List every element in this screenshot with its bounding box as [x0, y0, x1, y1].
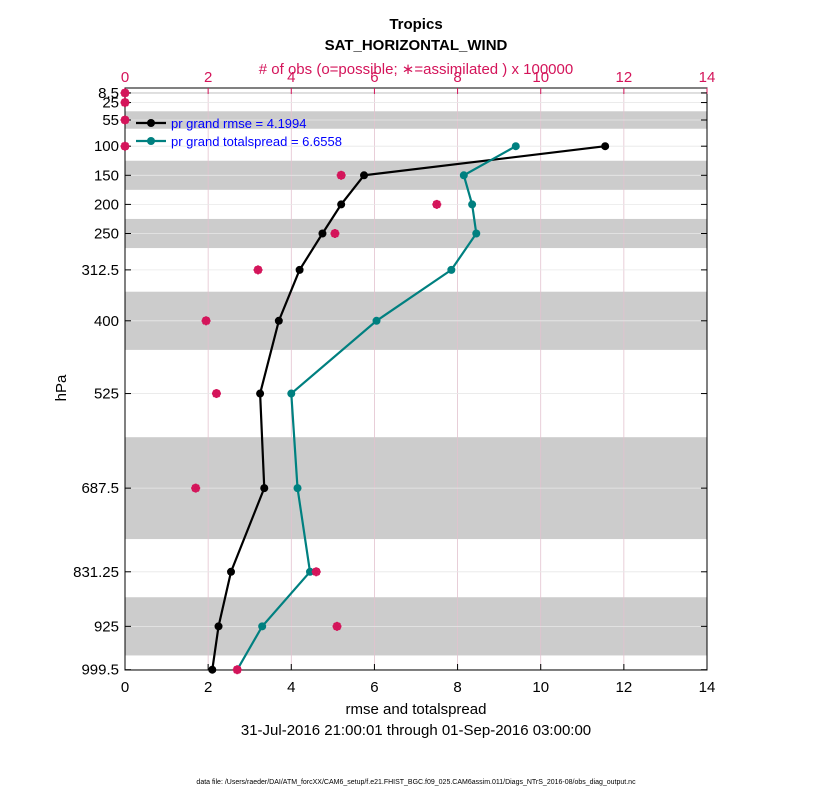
obs-assimilated-marker-2: [120, 115, 130, 125]
totalspread-point-8: [305, 567, 314, 576]
obs-assimilated-marker-10: [191, 483, 201, 493]
obs-assimilated-marker-3-stroke-3: [121, 142, 129, 151]
rmse-point-6: [256, 389, 265, 398]
obs-assimilated-marker-13: [232, 665, 242, 675]
obs-assimilated-marker-9-stroke-3: [212, 389, 221, 398]
obs-assimilated-marker-12-stroke-3: [333, 622, 341, 631]
legend-marker-0: [147, 119, 155, 127]
obs-assimilated-marker-6-stroke-3: [331, 229, 339, 238]
legend-entry-0: pr grand rmse = 4.1994: [171, 116, 307, 131]
totalspread-point-6: [287, 389, 296, 398]
rmse-point-10: [208, 665, 217, 674]
rmse-point-7: [260, 484, 269, 493]
rmse-point-8: [227, 567, 236, 576]
totalspread-point-4: [447, 265, 456, 274]
obs-assimilated-marker-5: [432, 199, 442, 209]
obs-assimilated-marker-13-stroke-3: [233, 665, 242, 674]
y-tick-label-9: 525: [94, 386, 119, 403]
y-tick-label-2: 55: [102, 112, 119, 129]
top-x-tick-label-6: 12: [616, 69, 633, 86]
obs-assimilated-marker-0-stroke-3: [121, 89, 129, 97]
rmse-point-9: [214, 622, 223, 631]
obs-assimilated-marker-12: [332, 621, 342, 631]
totalspread-point-1: [459, 171, 468, 180]
rmse-point-2: [337, 200, 346, 209]
totalspread-point-3: [472, 229, 481, 238]
obs-assimilated-marker-4: [336, 170, 346, 180]
totalspread-point-2: [468, 200, 477, 209]
data-file-footnote: data file: /Users/raeder/DAI/ATM_forcXX/…: [196, 779, 636, 786]
obs-assimilated-marker-0: [120, 88, 130, 98]
obs-assimilated-marker-1-stroke-3: [121, 98, 129, 107]
obs-assimilated-marker-10-stroke-3: [191, 484, 200, 493]
x-tick-label-0: 0: [121, 679, 129, 696]
obs-assimilated-marker-11: [311, 567, 321, 577]
x-tick-label-4: 8: [453, 679, 461, 696]
totalspread-point-5: [372, 316, 381, 325]
y-tick-label-3: 100: [94, 138, 119, 155]
obs-assimilated-marker-3: [120, 141, 130, 151]
y-tick-label-0: 8.5: [98, 85, 119, 102]
y-tick-label-10: 687.5: [81, 480, 119, 497]
x-axis-label: rmse and totalspread: [346, 701, 487, 718]
totalspread-point-0: [511, 142, 520, 151]
chart-title: Tropics: [389, 16, 442, 33]
legend-marker-1: [147, 137, 155, 145]
x-tick-label-3: 6: [370, 679, 378, 696]
obs-assimilated-marker-11-stroke-3: [312, 567, 321, 576]
obs-assimilated-marker-8-stroke-3: [202, 316, 210, 325]
obs-assimilated-marker-6: [330, 229, 340, 238]
obs-assimilated-marker-1: [120, 98, 130, 108]
y-tick-label-12: 925: [94, 618, 119, 635]
obs-assimilated-marker-8: [201, 316, 211, 326]
top-x-tick-label-0: 0: [121, 69, 129, 86]
plot-frame: [124, 87, 708, 671]
legend-entry-1: pr grand totalspread = 6.6558: [171, 134, 342, 149]
y-tick-label-7: 312.5: [81, 262, 119, 279]
y-tick-label-8: 400: [94, 313, 119, 330]
x-tick-label-6: 12: [616, 679, 633, 696]
obs-assimilated-marker-7-stroke-3: [254, 265, 262, 274]
y-axis-label: hPa: [53, 374, 70, 401]
obs-assimilated-marker-7: [253, 265, 263, 275]
x-tick-label-5: 10: [532, 679, 549, 696]
top-x-tick-label-3: 6: [370, 69, 378, 86]
top-x-tick-label-7: 14: [699, 69, 716, 86]
y-tick-label-13: 999.5: [81, 662, 119, 679]
top-x-tick-label-2: 4: [287, 69, 295, 86]
y-tick-label-6: 250: [94, 226, 119, 243]
legend: pr grand rmse = 4.1994 pr grand totalspre…: [136, 116, 342, 149]
obs-assimilated-marker-2-stroke-3: [121, 116, 129, 124]
totalspread-point-7: [293, 484, 302, 493]
rmse-point-4: [295, 265, 304, 274]
top-axis-label: # of obs (o=possible; ∗=assimilated ) x …: [259, 61, 573, 78]
y-tick-label-1: 25: [102, 95, 119, 112]
top-x-tick-label-5: 10: [532, 69, 549, 86]
rmse-point-0: [601, 142, 610, 151]
x-tick-label-1: 2: [204, 679, 212, 696]
y-tick-label-4: 150: [94, 167, 119, 184]
obs-assimilated-marker-9: [211, 389, 221, 399]
x-tick-label-7: 14: [699, 679, 716, 696]
y-tick-label-11: 831.25: [73, 564, 119, 581]
totalspread-point-9: [258, 622, 267, 631]
rmse-point-5: [274, 316, 283, 325]
rmse-point-1: [360, 171, 369, 180]
obs-assimilated-marker-5-stroke-3: [432, 200, 441, 209]
top-x-tick-label-4: 8: [453, 69, 461, 86]
date-range-label: 31-Jul-2016 21:00:01 through 01-Sep-2016…: [241, 722, 591, 739]
y-tick-label-5: 200: [94, 196, 119, 213]
rmse-point-3: [318, 229, 327, 238]
chart-subtitle: SAT_HORIZONTAL_WIND: [325, 37, 508, 54]
obs-assimilated-marker-4-stroke-3: [337, 171, 346, 180]
x-tick-label-2: 4: [287, 679, 295, 696]
top-x-tick-label-1: 2: [204, 69, 212, 86]
